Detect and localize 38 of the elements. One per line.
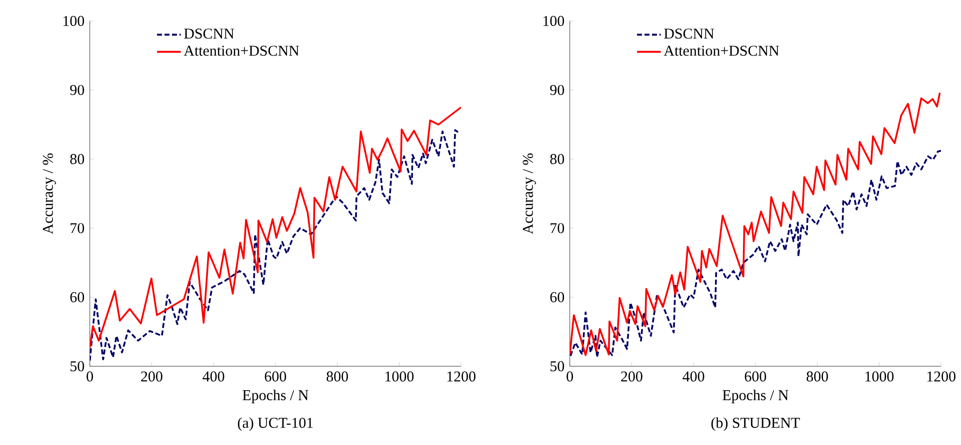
x-tick-label: 0	[86, 371, 93, 382]
line-series	[570, 150, 942, 358]
legend-label: DSCNN	[664, 28, 714, 39]
x-tick-label: 1200	[447, 371, 476, 382]
y-tick-label: 60	[550, 292, 564, 302]
x-axis-title: Epochs / N	[242, 390, 308, 404]
y-tick-label: 100	[543, 16, 564, 26]
y-axis-title: Accuracy / %	[42, 153, 56, 234]
x-tick-label: 1000	[866, 371, 894, 382]
y-tick-label: 80	[70, 154, 84, 164]
x-tick-label: 200	[621, 371, 642, 382]
y-tick-label: 70	[70, 223, 84, 234]
legend-label: Attention+DSCNN	[664, 46, 780, 56]
x-tick-label: 800	[326, 371, 348, 382]
y-tick-label: 100	[63, 16, 84, 26]
y-tick-label: 50	[70, 361, 84, 372]
x-tick-label: 400	[682, 371, 704, 382]
text: (a) UCT-101	[238, 417, 313, 431]
y-tick-label: 60	[70, 292, 84, 302]
x-tick-label: 600	[264, 371, 286, 382]
x-tick-label: 1200	[927, 371, 956, 382]
y-tick-label: 50	[550, 361, 564, 372]
y-tick-label: 90	[550, 84, 564, 96]
x-axis-title: Epochs / N	[722, 390, 788, 404]
y-axis-title: Accuracy / %	[522, 153, 536, 234]
legend-label: Attention+DSCNN	[184, 46, 300, 56]
y-tick-label: 80	[550, 154, 564, 164]
x-tick-label: 800	[806, 371, 828, 382]
x-tick-label: 600	[744, 371, 766, 382]
x-tick-label: 1000	[386, 371, 414, 382]
legend-label: DSCNN	[184, 28, 234, 39]
x-tick-label: 0	[566, 371, 573, 382]
x-tick-label: 200	[141, 371, 162, 382]
y-tick-label: 90	[70, 84, 84, 96]
line-series	[570, 92, 941, 356]
y-tick-label: 70	[550, 223, 564, 234]
text: (b) STUDENT	[711, 417, 800, 431]
x-tick-label: 400	[202, 371, 224, 382]
